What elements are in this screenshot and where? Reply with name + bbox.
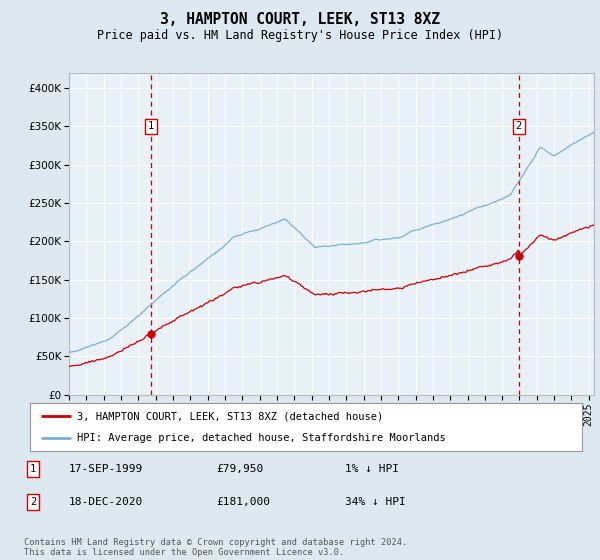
Text: 3, HAMPTON COURT, LEEK, ST13 8XZ: 3, HAMPTON COURT, LEEK, ST13 8XZ — [160, 12, 440, 27]
Text: 3, HAMPTON COURT, LEEK, ST13 8XZ (detached house): 3, HAMPTON COURT, LEEK, ST13 8XZ (detach… — [77, 411, 383, 421]
Text: 2: 2 — [30, 497, 36, 507]
Text: Contains HM Land Registry data © Crown copyright and database right 2024.
This d: Contains HM Land Registry data © Crown c… — [24, 538, 407, 557]
Text: 34% ↓ HPI: 34% ↓ HPI — [345, 497, 406, 507]
Text: 1: 1 — [30, 464, 36, 474]
Text: £181,000: £181,000 — [216, 497, 270, 507]
Text: 2: 2 — [515, 122, 522, 132]
Text: 18-DEC-2020: 18-DEC-2020 — [69, 497, 143, 507]
Text: 1% ↓ HPI: 1% ↓ HPI — [345, 464, 399, 474]
Text: HPI: Average price, detached house, Staffordshire Moorlands: HPI: Average price, detached house, Staf… — [77, 433, 446, 443]
Text: Price paid vs. HM Land Registry's House Price Index (HPI): Price paid vs. HM Land Registry's House … — [97, 29, 503, 42]
Text: £79,950: £79,950 — [216, 464, 263, 474]
Text: 17-SEP-1999: 17-SEP-1999 — [69, 464, 143, 474]
Text: 1: 1 — [148, 122, 154, 132]
